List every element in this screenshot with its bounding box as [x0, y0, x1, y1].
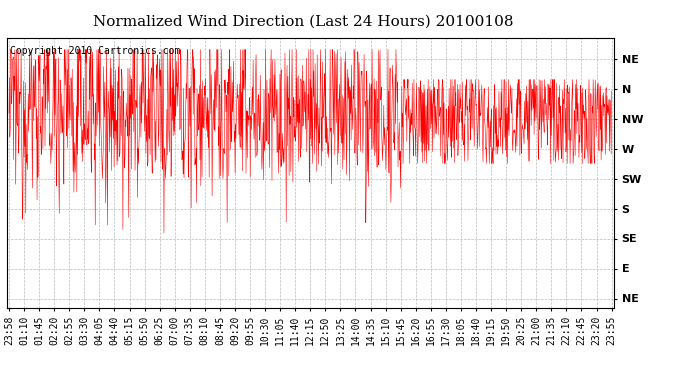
Text: Copyright 2010 Cartronics.com: Copyright 2010 Cartronics.com	[10, 46, 180, 56]
Text: Normalized Wind Direction (Last 24 Hours) 20100108: Normalized Wind Direction (Last 24 Hours…	[93, 15, 514, 29]
